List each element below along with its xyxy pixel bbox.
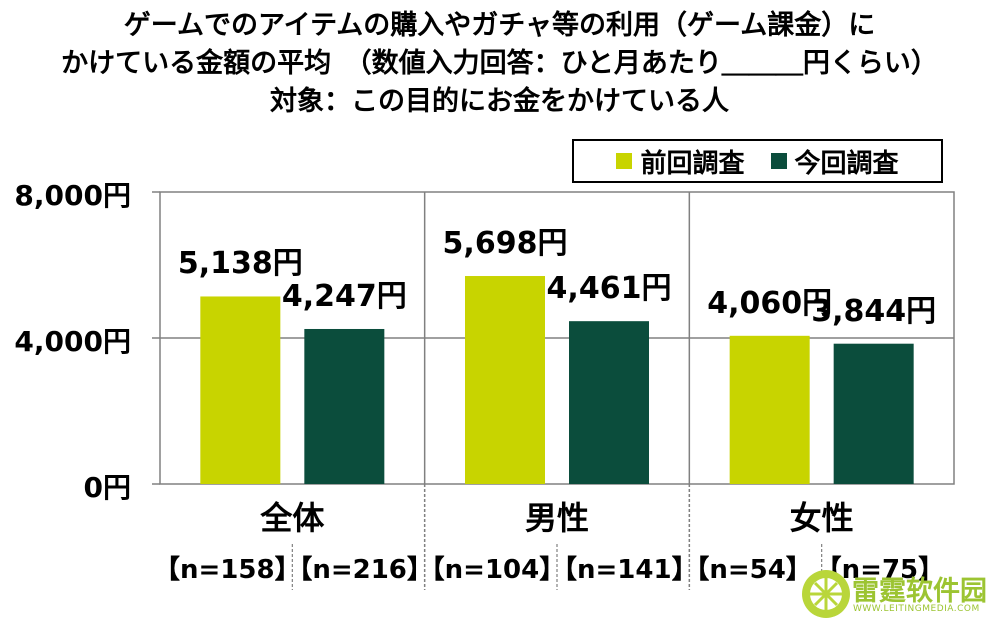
sample-size-label: 【n=158】 bbox=[154, 555, 301, 585]
bar-previous-2 bbox=[729, 335, 810, 484]
sample-size-label: 【n=54】 bbox=[683, 555, 812, 585]
chart-title-line2: かけている金額の平均 （数値入力回答：ひと月あたり＿＿＿円くらい） bbox=[61, 48, 938, 79]
sample-size-label: 【n=104】 bbox=[418, 555, 566, 585]
category-label: 全体 bbox=[260, 499, 325, 537]
watermark-logo-icon bbox=[802, 570, 850, 618]
y-tick-label: 0円 bbox=[83, 471, 131, 504]
legend-item-previous: 前回調査 bbox=[616, 143, 745, 180]
data-label: 4,060円 bbox=[707, 285, 833, 321]
legend-swatch-current bbox=[770, 153, 787, 169]
data-label: 5,138円 bbox=[177, 246, 303, 282]
legend-label-previous: 前回調査 bbox=[640, 148, 745, 179]
bar-current-1 bbox=[569, 321, 649, 484]
bar-current-0 bbox=[304, 328, 385, 484]
category-label: 男性 bbox=[524, 499, 589, 537]
watermark-url: WWW.LEITINGMEDIA.COM bbox=[853, 604, 980, 614]
data-label: 4,461円 bbox=[546, 271, 672, 307]
legend: 前回調査 今回調査 bbox=[572, 139, 943, 183]
chart-title-line3: 対象：この目的にお金をかけている人 bbox=[270, 86, 729, 117]
y-tick-label: 4,000円 bbox=[14, 325, 131, 358]
data-label: 4,247円 bbox=[281, 278, 407, 314]
legend-item-current: 今回調査 bbox=[770, 143, 899, 180]
data-label: 5,698円 bbox=[442, 226, 568, 262]
category-label: 女性 bbox=[789, 499, 854, 537]
legend-label-current: 今回調査 bbox=[794, 148, 899, 179]
watermark-text: 雷霆软件园 bbox=[852, 576, 987, 607]
bar-previous-0 bbox=[200, 296, 281, 484]
chart-title-line1: ゲームでのアイテムの購入やガチャ等の利用（ゲーム課金）に bbox=[123, 10, 876, 41]
legend-swatch-previous bbox=[616, 153, 633, 169]
bar-current-2 bbox=[833, 343, 914, 484]
y-tick-label: 8,000円 bbox=[14, 179, 131, 212]
data-label: 3,844円 bbox=[811, 293, 937, 329]
sample-size-label: 【n=141】 bbox=[551, 555, 698, 585]
sample-size-label: 【n=216】 bbox=[286, 555, 433, 585]
bar-previous-1 bbox=[465, 276, 545, 484]
